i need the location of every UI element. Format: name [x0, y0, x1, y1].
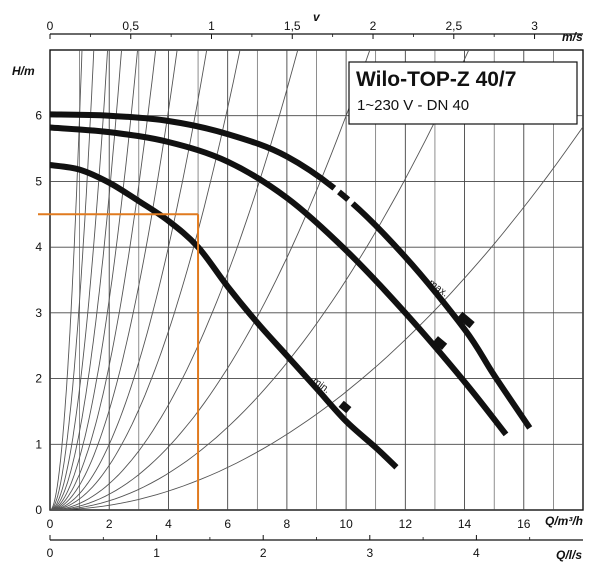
pump-curve-min	[49, 162, 399, 470]
x-tick-label: 6	[224, 517, 231, 531]
x-tick-label: 16	[517, 517, 531, 531]
y-tick-label: 3	[35, 306, 42, 320]
x-tick-label: 4	[165, 517, 172, 531]
bottom-tick-label: 1	[153, 546, 160, 560]
bottom-tick-label: 0	[47, 546, 54, 560]
chart-title: Wilo-TOP-Z 40/7	[356, 68, 516, 91]
mid-marker	[432, 336, 448, 350]
top-tick-label: 1	[208, 19, 215, 33]
top-axis-label: v	[313, 10, 321, 24]
system-curve	[50, 50, 123, 510]
y-tick-label: 6	[35, 109, 42, 123]
curve-markers	[338, 311, 475, 414]
top-tick-label: 0,5	[122, 19, 139, 33]
y-axis-label: H/m	[12, 64, 35, 78]
top-tick-label: 2,5	[445, 19, 462, 33]
system-curve	[50, 50, 157, 510]
y-tick-label: 4	[35, 240, 42, 254]
series-group	[49, 111, 533, 470]
reference-lines	[38, 213, 200, 510]
y-tick-label: 1	[35, 437, 42, 451]
system-curve	[50, 50, 95, 510]
y-tick-label: 2	[35, 372, 42, 386]
system-curve	[50, 50, 208, 510]
bottom-tick-label: 4	[473, 546, 480, 560]
top-tick-label: 3	[531, 19, 538, 33]
top-tick-label: 1,5	[284, 19, 301, 33]
system-curve	[50, 50, 371, 510]
x-tick-label: 8	[284, 517, 291, 531]
system-curve	[50, 50, 178, 510]
x-tick-label: 10	[339, 517, 353, 531]
x-tick-label: 14	[458, 517, 472, 531]
system-curve	[50, 50, 299, 510]
x-axis-label: Q/m³/h	[545, 514, 583, 528]
bottom-axis-unit: Q/l/s	[556, 548, 582, 562]
x-tick-label: 2	[106, 517, 113, 531]
top-tick-label: 0	[47, 19, 54, 33]
y-tick-label: 0	[35, 503, 42, 517]
top-tick-label: 2	[370, 19, 377, 33]
system-curve	[50, 50, 109, 510]
grid	[49, 49, 584, 511]
title-box	[348, 61, 578, 125]
system-curve	[50, 50, 139, 510]
max-marker	[457, 311, 475, 329]
bottom-tick-label: 3	[366, 546, 373, 560]
bottom-tick-label: 2	[260, 546, 267, 560]
system-curve	[50, 50, 241, 510]
pump-curve-mid	[49, 124, 509, 437]
top-axis-unit: m/s	[562, 30, 583, 44]
system-curve	[50, 126, 583, 510]
min-marker	[338, 400, 352, 414]
system-curve	[50, 50, 83, 510]
pump-curve-max	[49, 111, 533, 430]
system-curves	[50, 50, 583, 510]
chart-subtitle: 1~230 V - DN 40	[357, 97, 469, 114]
y-tick-label: 5	[35, 174, 42, 188]
x-tick-label: 12	[399, 517, 413, 531]
x-tick-label: 0	[47, 517, 54, 531]
system-curve	[50, 50, 470, 510]
